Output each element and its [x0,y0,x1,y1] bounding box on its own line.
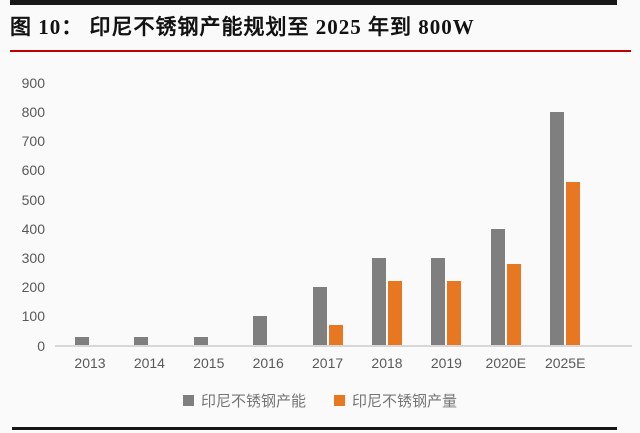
bar-output-2019 [447,281,462,346]
y-axis-tick-label: 900 [21,74,45,91]
y-axis-tick-label: 700 [21,133,45,150]
y-axis-tick-label: 0 [37,337,45,354]
bar-output-2020E [506,263,521,346]
bar-capacity-2016 [253,316,268,346]
x-axis-label-2017: 2017 [312,354,344,371]
bar-capacity-2020E [490,228,505,346]
title-red-underline [10,50,631,52]
x-axis-label-2013: 2013 [74,354,106,371]
y-axis-tick-label: 600 [21,162,45,179]
legend-label-capacity: 印尼不锈钢产能 [200,393,306,410]
x-axis-line [55,344,632,347]
capacity-swatch-icon [182,395,194,406]
bar-capacity-2017 [312,287,327,346]
bar-chart: 0 100 200 300 400 500 600 700 800 900 2013 2014 201… [0,56,640,416]
y-axis-tick-label: 400 [21,220,45,237]
y-axis-tick-label: 800 [21,103,45,120]
bar-capacity-2019 [431,257,446,346]
legend-item-capacity: 印尼不锈钢产能 [182,390,306,411]
bar-capacity-2018 [372,257,386,346]
x-axis-label-2020E: 2020E [485,354,527,371]
legend-label-output: 印尼不锈钢产量 [352,393,458,410]
x-axis-label-2018: 2018 [371,354,403,371]
bar-capacity-2025E [550,111,565,346]
y-axis-tick-label: 100 [21,308,45,325]
figure-title: 图 10： 印尼不锈钢产能规划至 2025 年到 800W [10,15,475,39]
bar-output-2025E [566,181,581,346]
x-axis-label-2019: 2019 [430,354,462,371]
y-axis-tick-label: 500 [21,191,45,208]
bottom-black-rule [12,427,617,430]
x-axis-label-2016: 2016 [252,354,284,371]
bar-capacity-2013 [75,336,89,346]
bar-output-2018 [388,281,402,346]
bar-capacity-2014 [134,336,149,346]
y-axis-tick-label: 300 [21,249,45,266]
chart-legend: 印尼不锈钢产能 印尼不锈钢产量 [0,390,640,411]
bar-capacity-2015 [193,336,208,346]
x-axis-label-2025E: 2025E [544,354,586,371]
y-axis-tick-label: 200 [21,279,45,296]
bar-output-2017 [328,325,343,346]
output-swatch-icon [334,395,345,406]
x-axis-label-2014: 2014 [133,354,165,371]
top-black-rule [10,0,617,5]
legend-item-output: 印尼不锈钢产量 [334,390,457,411]
x-axis-label-2015: 2015 [193,354,225,371]
